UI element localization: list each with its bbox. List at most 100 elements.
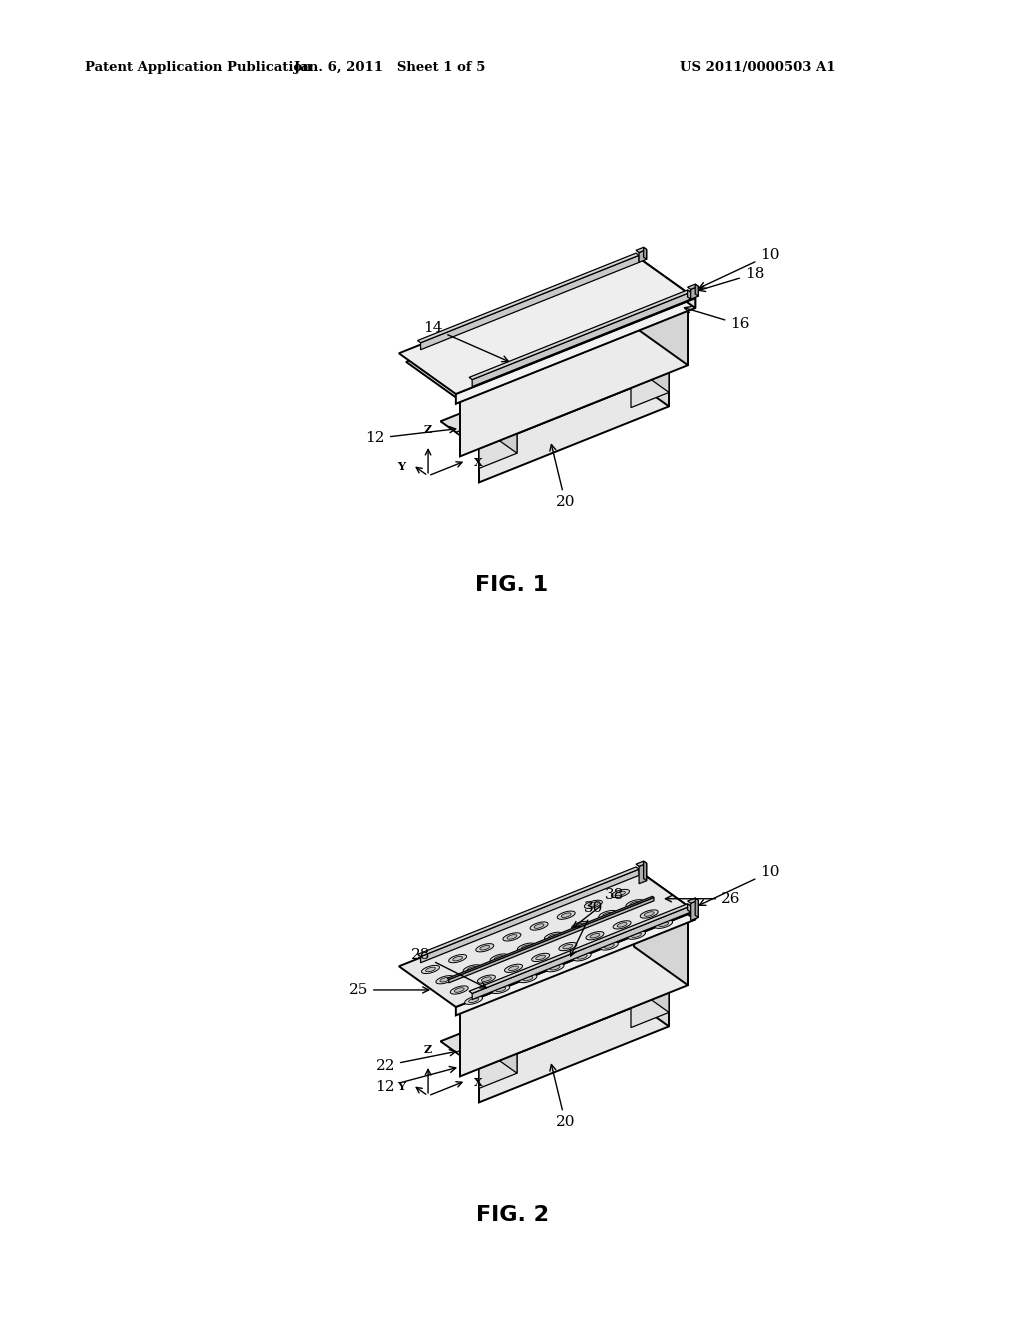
Polygon shape: [463, 965, 481, 973]
Polygon shape: [447, 896, 654, 979]
Polygon shape: [418, 253, 639, 343]
Polygon shape: [509, 966, 518, 970]
Polygon shape: [628, 931, 645, 940]
Text: US 2011/0000503 A1: US 2011/0000503 A1: [680, 62, 836, 74]
Polygon shape: [559, 942, 577, 950]
Polygon shape: [600, 942, 618, 950]
Text: FIG. 2: FIG. 2: [475, 1205, 549, 1225]
Polygon shape: [545, 932, 562, 940]
Polygon shape: [440, 965, 669, 1069]
Text: 14: 14: [423, 321, 508, 362]
Text: Jan. 6, 2011   Sheet 1 of 5: Jan. 6, 2011 Sheet 1 of 5: [294, 62, 485, 74]
Polygon shape: [631, 372, 669, 408]
Polygon shape: [496, 987, 506, 991]
Polygon shape: [617, 923, 627, 927]
Text: Z: Z: [424, 1044, 432, 1055]
Polygon shape: [563, 944, 572, 949]
Polygon shape: [687, 904, 690, 912]
Polygon shape: [456, 1038, 517, 1069]
Polygon shape: [490, 954, 508, 962]
Polygon shape: [494, 1038, 517, 1073]
Polygon shape: [630, 902, 640, 906]
Polygon shape: [644, 861, 647, 880]
Polygon shape: [465, 997, 482, 1005]
Polygon shape: [440, 346, 669, 449]
Polygon shape: [481, 977, 492, 981]
Text: 12: 12: [366, 426, 456, 445]
Polygon shape: [492, 985, 510, 994]
Text: 10: 10: [699, 865, 779, 906]
Polygon shape: [638, 257, 695, 308]
Polygon shape: [467, 966, 477, 972]
Polygon shape: [636, 861, 647, 866]
Text: 25: 25: [349, 983, 429, 997]
Polygon shape: [460, 309, 688, 457]
Polygon shape: [546, 964, 564, 972]
Polygon shape: [480, 945, 489, 950]
Polygon shape: [519, 974, 537, 982]
Polygon shape: [494, 417, 517, 453]
Polygon shape: [561, 913, 571, 917]
Polygon shape: [460, 921, 688, 1076]
Polygon shape: [690, 286, 698, 300]
Polygon shape: [646, 356, 669, 392]
Polygon shape: [690, 900, 698, 920]
Polygon shape: [590, 933, 600, 939]
Polygon shape: [505, 964, 522, 973]
Polygon shape: [426, 968, 435, 972]
Polygon shape: [639, 863, 647, 884]
Polygon shape: [440, 978, 450, 982]
Polygon shape: [586, 932, 604, 940]
Text: 20: 20: [550, 1064, 575, 1130]
Polygon shape: [644, 912, 654, 916]
Polygon shape: [477, 975, 496, 983]
Text: X: X: [474, 1077, 482, 1088]
Polygon shape: [632, 933, 641, 937]
Polygon shape: [455, 987, 464, 993]
Polygon shape: [479, 1053, 517, 1089]
Polygon shape: [613, 921, 631, 929]
Polygon shape: [695, 898, 698, 917]
Polygon shape: [418, 867, 639, 957]
Polygon shape: [603, 912, 612, 917]
Text: 10: 10: [699, 248, 779, 288]
Polygon shape: [631, 993, 669, 1027]
Polygon shape: [495, 956, 504, 960]
Polygon shape: [644, 247, 647, 259]
Polygon shape: [608, 977, 669, 1008]
Polygon shape: [523, 977, 532, 981]
Polygon shape: [479, 993, 669, 1102]
Polygon shape: [589, 902, 598, 907]
Polygon shape: [550, 965, 560, 970]
Polygon shape: [640, 909, 658, 919]
Text: FIG. 1: FIG. 1: [475, 576, 549, 595]
Polygon shape: [422, 965, 439, 974]
Text: Y: Y: [396, 1081, 404, 1093]
Polygon shape: [536, 956, 546, 960]
Polygon shape: [517, 942, 536, 952]
Polygon shape: [472, 292, 690, 387]
Polygon shape: [456, 911, 695, 1015]
Polygon shape: [658, 921, 669, 927]
Text: 12: 12: [376, 1067, 456, 1094]
Polygon shape: [573, 953, 591, 961]
Polygon shape: [451, 986, 468, 994]
Text: 20: 20: [550, 445, 575, 510]
Polygon shape: [687, 290, 690, 300]
Text: X: X: [474, 457, 482, 469]
Text: 26: 26: [666, 892, 740, 906]
Polygon shape: [472, 906, 690, 999]
Polygon shape: [412, 884, 683, 1010]
Polygon shape: [421, 255, 639, 350]
Polygon shape: [549, 935, 558, 939]
Polygon shape: [611, 890, 630, 898]
Polygon shape: [469, 904, 690, 994]
Text: 16: 16: [684, 306, 750, 331]
Polygon shape: [531, 953, 550, 961]
Polygon shape: [615, 891, 626, 896]
Polygon shape: [654, 920, 673, 928]
Polygon shape: [449, 954, 467, 962]
Polygon shape: [456, 298, 695, 404]
Polygon shape: [530, 921, 548, 931]
Polygon shape: [436, 975, 454, 983]
